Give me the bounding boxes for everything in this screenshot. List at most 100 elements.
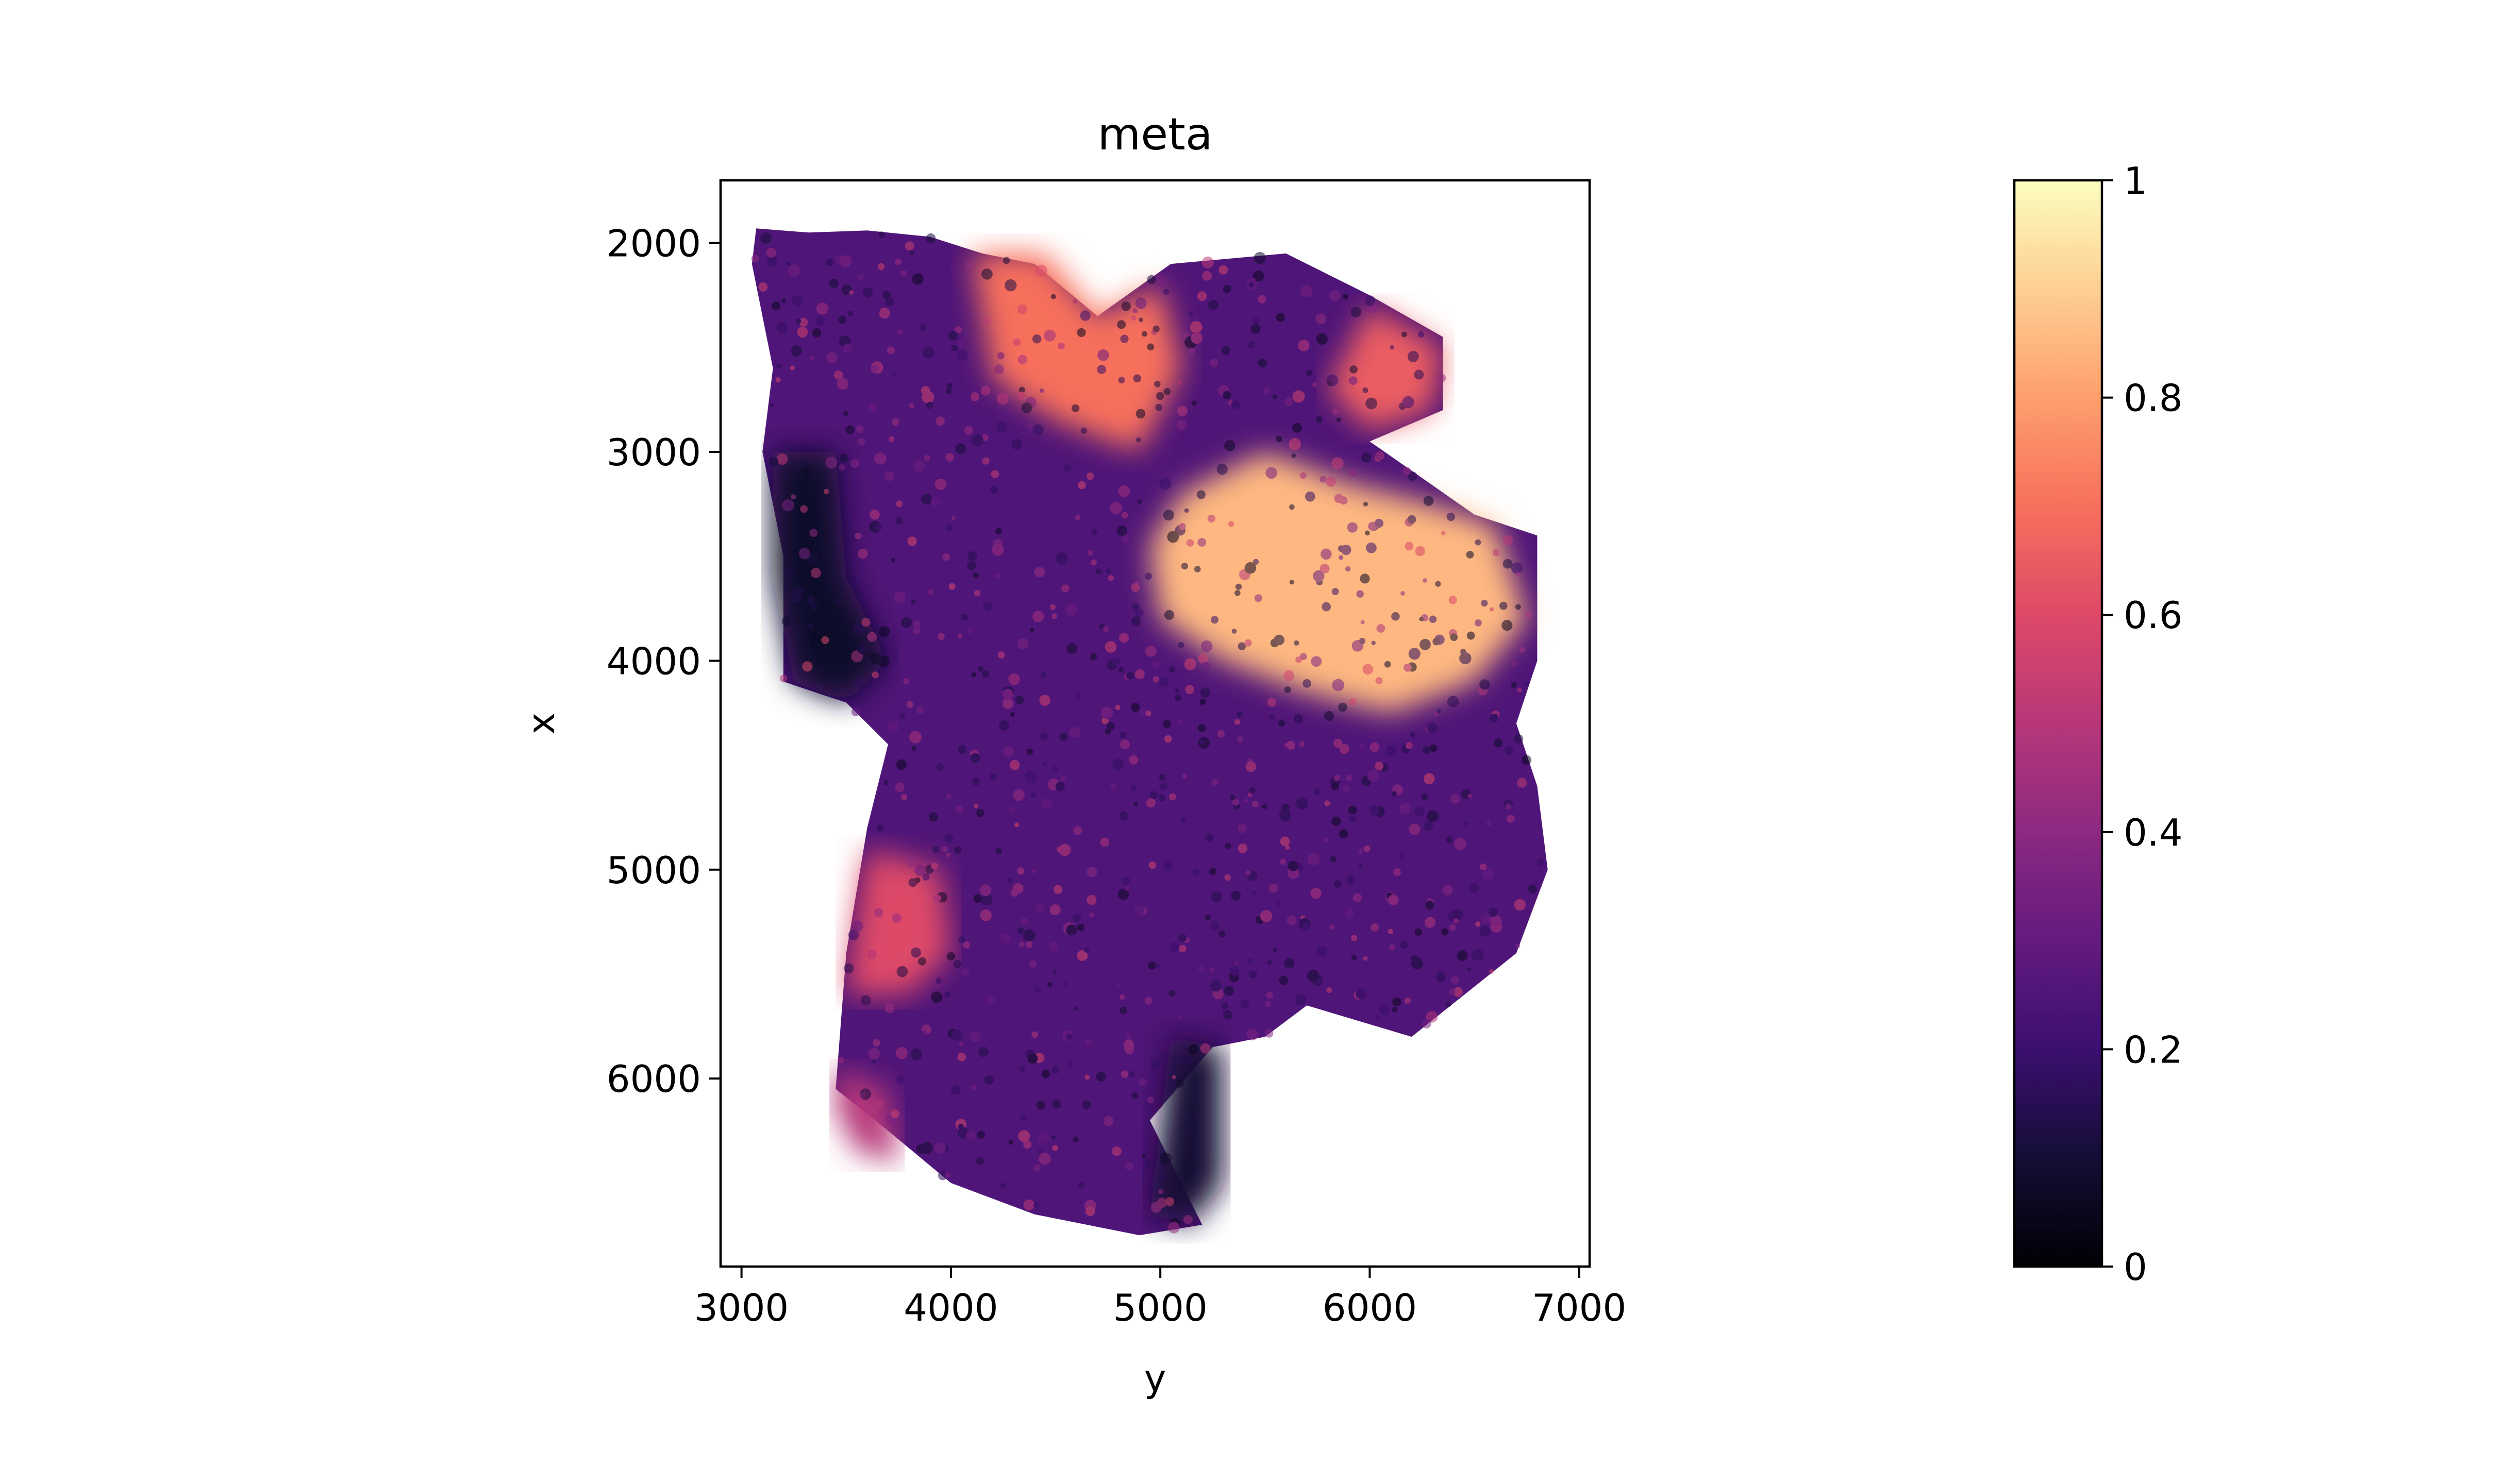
speckle <box>1449 924 1456 931</box>
speckle <box>1388 929 1393 934</box>
speckle <box>1307 853 1320 866</box>
speckle <box>799 317 808 327</box>
speckle <box>1511 562 1523 574</box>
speckle <box>1146 798 1156 808</box>
speckle <box>1375 762 1384 771</box>
speckle <box>936 977 941 982</box>
speckle <box>1178 381 1182 385</box>
speckle <box>1336 417 1341 423</box>
speckle <box>751 255 759 263</box>
speckle <box>912 273 924 285</box>
speckle <box>1329 924 1334 930</box>
speckle <box>862 287 873 298</box>
speckle <box>833 370 843 380</box>
speckle <box>987 996 996 1004</box>
speckle <box>882 291 891 299</box>
speckle <box>1078 1182 1085 1189</box>
x-tick-label: 4000 <box>904 1286 998 1329</box>
y-tick-label: 2000 <box>607 222 701 265</box>
speckle <box>1023 1199 1034 1210</box>
speckle <box>797 327 808 338</box>
speckle <box>1324 800 1330 806</box>
speckle <box>1224 986 1234 996</box>
speckle <box>760 232 772 244</box>
speckle <box>1155 403 1163 411</box>
colorbar-tick-label: 0.2 <box>2124 1028 2183 1071</box>
speckle <box>1034 567 1045 578</box>
speckle <box>1159 774 1166 781</box>
speckle <box>1249 970 1257 979</box>
speckle <box>1090 653 1097 661</box>
speckle <box>1135 409 1146 419</box>
speckle <box>1338 555 1344 560</box>
speckle <box>1466 631 1475 640</box>
speckle <box>1000 1183 1007 1189</box>
speckle <box>1049 904 1061 916</box>
speckle <box>1351 935 1358 941</box>
speckle <box>1184 508 1189 513</box>
speckle <box>1124 884 1131 891</box>
speckle <box>1515 604 1521 610</box>
speckle <box>1218 930 1226 937</box>
speckle <box>1364 530 1370 536</box>
speckle <box>990 485 998 494</box>
speckle <box>996 421 1008 433</box>
speckle <box>910 599 916 605</box>
speckle <box>932 846 940 853</box>
speckle <box>1320 564 1330 574</box>
speckle <box>1339 496 1348 505</box>
speckle <box>1080 427 1088 434</box>
speckle <box>899 713 906 719</box>
speckle <box>1276 435 1282 443</box>
speckle <box>851 707 860 716</box>
speckle <box>916 706 924 714</box>
speckle <box>1447 696 1459 707</box>
speckle <box>1402 467 1411 476</box>
speckle <box>1169 793 1176 801</box>
speckle <box>1048 941 1059 952</box>
speckle <box>848 311 854 316</box>
speckle <box>1134 609 1144 618</box>
speckle <box>1038 1149 1043 1154</box>
speckle <box>1025 940 1033 948</box>
speckle <box>1010 712 1015 717</box>
speckle <box>1407 515 1416 524</box>
speckle <box>1163 388 1171 395</box>
speckle <box>956 805 964 813</box>
speckle <box>1341 545 1351 555</box>
speckle <box>1279 810 1291 822</box>
speckle <box>942 553 950 561</box>
speckle <box>1345 908 1354 918</box>
speckle <box>1172 1075 1176 1080</box>
speckle <box>1446 512 1456 521</box>
speckle <box>810 643 815 648</box>
speckle <box>974 589 981 597</box>
speckle <box>1296 797 1308 810</box>
speckle <box>1025 770 1038 783</box>
speckle <box>1322 602 1331 612</box>
speckle <box>1435 581 1441 587</box>
speckle <box>1120 994 1125 1000</box>
speckle <box>1469 883 1479 893</box>
speckle <box>1035 264 1047 277</box>
speckle <box>1066 643 1078 654</box>
x-axis: 3000 4000 5000 6000 7000 <box>694 1267 1626 1329</box>
speckle <box>1252 559 1259 565</box>
speckle <box>955 443 966 454</box>
speckle <box>1217 730 1225 738</box>
speckle <box>1091 529 1098 535</box>
speckle <box>953 960 962 968</box>
speckle <box>1302 679 1312 688</box>
speckle <box>1292 390 1305 403</box>
y-tick-label: 6000 <box>607 1057 701 1101</box>
speckle <box>981 670 989 678</box>
speckle <box>1252 317 1260 325</box>
speckle <box>1448 596 1457 604</box>
speckle <box>1073 826 1082 835</box>
speckle <box>845 425 855 434</box>
speckle <box>1191 332 1203 344</box>
speckle <box>1083 947 1090 953</box>
speckle <box>890 1109 899 1119</box>
speckle <box>934 478 946 491</box>
speckle <box>1017 638 1029 650</box>
